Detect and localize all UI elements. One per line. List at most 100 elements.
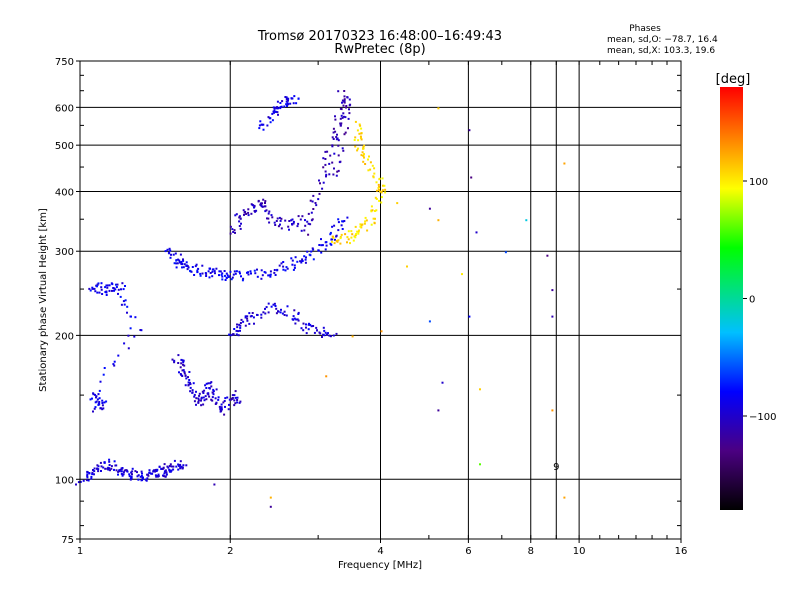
trace-point: [187, 381, 190, 384]
trace-point: [205, 387, 208, 389]
trace-point: [328, 173, 331, 176]
trace-point: [110, 465, 113, 468]
trace-point: [98, 389, 101, 392]
trace-point: [262, 128, 265, 131]
trace-point: [282, 261, 285, 263]
trace-point: [331, 144, 334, 147]
trace-point: [335, 136, 338, 138]
trace-point: [290, 97, 293, 100]
axis-ticks: 1 2 4 6 8 10 16 9 75 100 200 300 400 500 600 750: [55, 57, 687, 557]
scatter-point: [269, 505, 272, 508]
trace-point: [164, 250, 167, 253]
trace-point: [219, 407, 222, 410]
trace-point: [130, 315, 132, 318]
trace-point: [182, 363, 184, 366]
trace-point: [177, 463, 180, 466]
trace-point: [279, 102, 282, 104]
trace-point: [75, 483, 77, 486]
trace-point: [337, 139, 340, 142]
trace-point: [184, 384, 187, 387]
trace-point: [96, 285, 98, 288]
trace-point: [162, 467, 165, 470]
trace-point: [296, 260, 299, 263]
trace-point: [364, 216, 367, 219]
trace-point: [251, 312, 254, 314]
trace-point: [186, 265, 189, 268]
trace-point: [342, 112, 345, 115]
colorbar: [720, 87, 743, 510]
trace-point: [209, 272, 212, 274]
trace-point: [254, 272, 257, 275]
trace-point: [343, 220, 346, 222]
x-axis-label: Frequency [MHz]: [338, 560, 422, 571]
trace-point: [278, 264, 281, 267]
trace-point: [238, 220, 241, 223]
trace-point: [235, 213, 238, 216]
trace-point: [322, 326, 325, 329]
trace-point: [214, 272, 216, 275]
trace-point: [283, 105, 286, 108]
trace-point: [226, 274, 229, 277]
trace-point: [264, 210, 267, 213]
trace-point: [276, 100, 279, 103]
trace-point: [223, 413, 226, 416]
trace-point: [89, 398, 92, 401]
y-tick-label-750: 750: [55, 57, 74, 68]
trace-point: [99, 407, 102, 410]
trace-point: [346, 96, 349, 99]
trace-1: [164, 216, 349, 282]
trace-point: [261, 274, 264, 277]
trace-point: [323, 329, 326, 332]
trace-point: [134, 470, 137, 473]
trace-point: [154, 470, 157, 473]
trace-point: [134, 316, 137, 319]
trace-point: [335, 332, 338, 335]
trace-point: [346, 236, 349, 239]
trace-point: [336, 170, 339, 173]
trace-point: [339, 122, 342, 125]
trace-point: [373, 167, 376, 170]
trace-point: [191, 266, 194, 268]
trace-point: [234, 396, 237, 399]
trace-point: [321, 336, 323, 338]
trace-point: [96, 464, 99, 467]
trace-point: [263, 271, 266, 273]
scatter-point: [437, 219, 440, 222]
trace-point: [129, 478, 132, 481]
trace-point: [372, 176, 375, 179]
trace-point: [241, 279, 244, 282]
trace-point: [145, 478, 147, 481]
trace-point: [363, 153, 365, 156]
trace-point: [233, 399, 236, 402]
trace-point: [253, 269, 256, 272]
trace-point: [253, 206, 255, 209]
trace-point: [305, 323, 307, 326]
trace-point: [215, 267, 218, 270]
trace-point: [146, 473, 149, 476]
trace-point: [354, 120, 357, 123]
trace-point: [199, 274, 202, 277]
trace-point: [330, 243, 333, 246]
trace-point: [77, 481, 80, 484]
trace-point: [221, 275, 224, 278]
trace-point: [169, 469, 172, 472]
trace-point: [168, 247, 171, 250]
scatter-point: [479, 463, 481, 466]
trace-point: [147, 474, 150, 477]
trace-point: [238, 216, 241, 219]
trace-0: [75, 458, 188, 486]
trace-point: [283, 310, 286, 313]
trace-point: [295, 102, 298, 105]
trace-point: [271, 216, 274, 219]
trace-point: [168, 465, 171, 467]
trace-point: [173, 361, 176, 364]
trace-point: [242, 209, 245, 212]
trace-point: [355, 233, 358, 235]
trace-point: [119, 295, 122, 298]
trace-point: [273, 111, 275, 114]
trace-point: [339, 237, 342, 240]
trace-point: [243, 213, 245, 216]
trace-point: [180, 358, 183, 361]
trace-point: [113, 289, 115, 292]
trace-point: [187, 383, 190, 386]
